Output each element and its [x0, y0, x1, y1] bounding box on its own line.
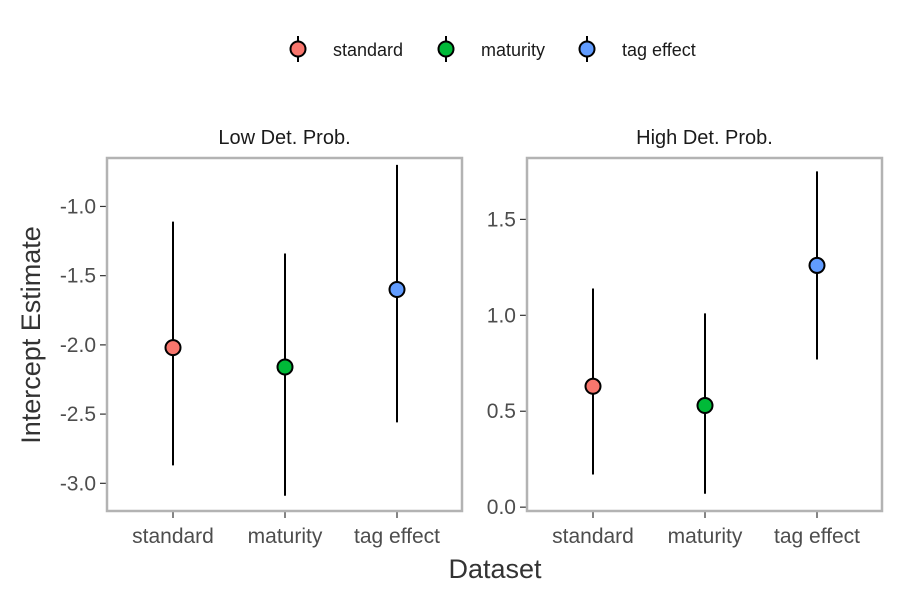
- data-point: [696, 396, 714, 414]
- panel-border: [525, 156, 884, 513]
- legend-item-maturity: maturity: [437, 36, 545, 62]
- x-tick-label: standard: [552, 525, 634, 548]
- x-axis-title: Dataset: [448, 554, 542, 584]
- y-tick-label: 1.0: [487, 304, 516, 327]
- facet-title: Low Det. Prob.: [218, 127, 350, 149]
- panel-border: [105, 156, 464, 513]
- legend-key-point: [289, 40, 307, 58]
- data-point: [584, 377, 602, 395]
- legend-label: maturity: [481, 40, 545, 60]
- legend-item-tag-effect: tag effect: [578, 36, 696, 62]
- data-point: [808, 256, 826, 274]
- data-point: [276, 358, 294, 376]
- y-tick-label: -1.5: [60, 265, 96, 288]
- y-tick-label: -2.0: [60, 334, 96, 357]
- legend-key-point: [578, 40, 596, 58]
- x-tick-label: standard: [132, 525, 214, 548]
- y-tick-label: -2.5: [60, 403, 96, 426]
- facet-panel-2: High Det. Prob. 0.0 0.5 1.0 1.5 standard matur…: [487, 127, 884, 548]
- legend-label: tag effect: [622, 40, 696, 60]
- legend-label: standard: [333, 40, 403, 60]
- y-tick-label: 0.0: [487, 496, 516, 519]
- y-tick-label: 1.5: [487, 208, 516, 231]
- x-tick-label: tag effect: [354, 525, 440, 548]
- y-tick-label: -1.0: [60, 195, 96, 218]
- legend: standard maturity tag effect: [289, 36, 696, 62]
- y-axis-title: Intercept Estimate: [16, 226, 46, 444]
- facet-panels: Low Det. Prob. -3.0 -2.5 -2.0 -1.5 -1.0 standa…: [60, 127, 884, 548]
- data-point: [388, 281, 406, 299]
- x-tick-label: maturity: [248, 525, 323, 548]
- facet-title: High Det. Prob.: [636, 127, 773, 149]
- legend-key-point: [437, 40, 455, 58]
- x-tick-label: tag effect: [774, 525, 860, 548]
- x-tick-label: maturity: [668, 525, 743, 548]
- y-tick-label: -3.0: [60, 472, 96, 495]
- legend-item-standard: standard: [289, 36, 403, 62]
- facet-panel-1: Low Det. Prob. -3.0 -2.5 -2.0 -1.5 -1.0 standa…: [60, 127, 464, 548]
- data-point: [164, 339, 182, 357]
- y-tick-label: 0.5: [487, 400, 516, 423]
